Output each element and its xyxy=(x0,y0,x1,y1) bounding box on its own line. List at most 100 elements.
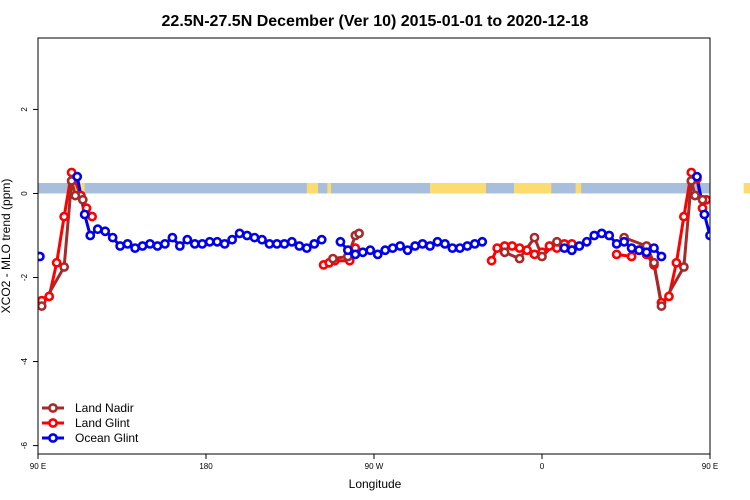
legend-label-ocean-glint: Ocean Glint xyxy=(75,431,139,445)
ocean-glint-point xyxy=(152,241,163,251)
ocean-glint-point xyxy=(294,241,305,251)
y-axis: 2 0 -2 -4 -6 xyxy=(20,107,38,449)
x-tick-label: 180 xyxy=(199,462,213,471)
land-nadir-point xyxy=(697,194,708,205)
series-layer xyxy=(38,167,736,311)
land-glint-point xyxy=(529,249,540,260)
ocean-glint-point xyxy=(604,230,615,241)
ocean-glint-point xyxy=(626,243,637,254)
ocean-glint-point xyxy=(309,238,320,249)
land-nadir-point xyxy=(656,301,667,311)
legend-marker-ocean-glint xyxy=(48,433,58,443)
ocean-glint-point xyxy=(402,245,413,256)
legend-label-land-nadir: Land Nadir xyxy=(75,401,134,415)
ocean-glint-point xyxy=(596,228,607,239)
ocean-glint-point xyxy=(589,230,600,241)
ocean-glint-point xyxy=(699,209,710,220)
ocean-glint-point xyxy=(79,209,90,220)
ocean-glint-point xyxy=(197,238,208,249)
ocean-glint-point xyxy=(729,234,736,241)
ocean-glint-point xyxy=(417,238,428,249)
land-nadir-point xyxy=(499,247,510,258)
land-nadir-point xyxy=(537,251,547,262)
ocean-glint-point xyxy=(115,241,126,251)
x-tick-label: 90 E xyxy=(702,462,718,471)
ocean-glint-point xyxy=(372,249,383,260)
legend-marker-land-nadir xyxy=(48,403,58,413)
land-nadir-point xyxy=(70,190,81,201)
ocean-glint-point xyxy=(581,236,592,247)
ocean-glint-point xyxy=(350,249,361,260)
land-ocean-strip xyxy=(38,182,750,194)
y-tick-label: -4 xyxy=(20,357,29,365)
ocean-glint-point xyxy=(387,243,398,254)
land-segment xyxy=(327,182,332,194)
land-glint-point xyxy=(492,243,503,254)
land-nadir-point xyxy=(649,257,659,268)
ocean-glint-point xyxy=(447,243,458,254)
ocean-glint-point xyxy=(38,251,45,262)
chart-title: 22.5N-27.5N December (Ver 10) 2015-01-01… xyxy=(162,13,589,30)
legend-label-land-glint: Land Glint xyxy=(75,416,130,430)
ocean-glint-point xyxy=(279,238,290,249)
ocean-glint-point xyxy=(357,247,368,258)
ocean-glint-point xyxy=(160,238,170,249)
ocean-glint-point xyxy=(410,241,420,251)
land-nadir-point xyxy=(77,194,88,205)
ocean-glint-point xyxy=(242,230,252,241)
land-glint-point xyxy=(507,241,518,251)
ocean-glint-point xyxy=(574,241,585,251)
ocean-glint-point xyxy=(705,230,710,241)
ocean-glint-point xyxy=(477,236,488,247)
ocean-glint-point xyxy=(365,245,376,256)
y-tick-label: -6 xyxy=(20,441,29,449)
ocean-glint-point xyxy=(249,232,260,243)
y-tick-label: 2 xyxy=(20,107,29,112)
land-glint-point xyxy=(664,291,674,302)
ocean-glint-point xyxy=(107,232,118,243)
land-glint-point xyxy=(626,251,637,262)
ocean-glint-point xyxy=(440,238,450,249)
x-tick-label: 90 E xyxy=(30,462,46,471)
y-tick-label: -2 xyxy=(20,273,29,281)
land-glint-point xyxy=(59,211,70,222)
land-nadir-point xyxy=(678,262,689,272)
ocean-glint-point xyxy=(137,241,148,251)
ocean-glint-point xyxy=(395,241,406,251)
y-axis-label: XCO2 - MLO trend (ppm) xyxy=(0,179,13,314)
ocean-glint-point xyxy=(272,238,282,249)
ocean-glint-point xyxy=(721,228,728,235)
ocean-glint-point xyxy=(380,245,391,256)
ocean-glint-point xyxy=(432,236,443,247)
land-glint-point xyxy=(486,255,497,266)
land-nadir-point xyxy=(552,236,562,247)
ocean-glint-point xyxy=(204,236,215,247)
ocean-glint-point xyxy=(100,226,111,237)
x-tick-label: 90 W xyxy=(365,462,384,471)
y-tick-label: 0 xyxy=(20,191,29,196)
land-nadir-point xyxy=(354,228,364,239)
ocean-glint-point xyxy=(454,243,465,254)
land-nadir-point xyxy=(328,253,338,264)
land-glint-point xyxy=(671,257,682,268)
ocean-glint-point xyxy=(634,245,644,256)
land-glint-point xyxy=(678,211,689,222)
ocean-glint-point xyxy=(286,236,297,247)
ocean-glint-point xyxy=(72,171,83,182)
ocean-glint-point xyxy=(469,238,480,249)
ocean-glint-point xyxy=(257,234,267,245)
ocean-glint-point xyxy=(425,241,435,251)
ocean-glint-point xyxy=(559,243,570,254)
ocean-glint-point xyxy=(122,238,133,249)
ocean-glint-point xyxy=(619,236,630,247)
ocean-glint-point xyxy=(316,234,327,245)
ocean-glint-point xyxy=(714,226,721,233)
ocean-glint-point xyxy=(130,243,140,254)
ocean-glint-point xyxy=(641,247,652,258)
land-nadir-point xyxy=(514,253,525,264)
ocean-glint-point xyxy=(182,234,193,245)
ocean-glint-point xyxy=(462,241,473,251)
ocean-glint-point xyxy=(656,251,667,262)
ocean-glint-point xyxy=(301,243,312,254)
